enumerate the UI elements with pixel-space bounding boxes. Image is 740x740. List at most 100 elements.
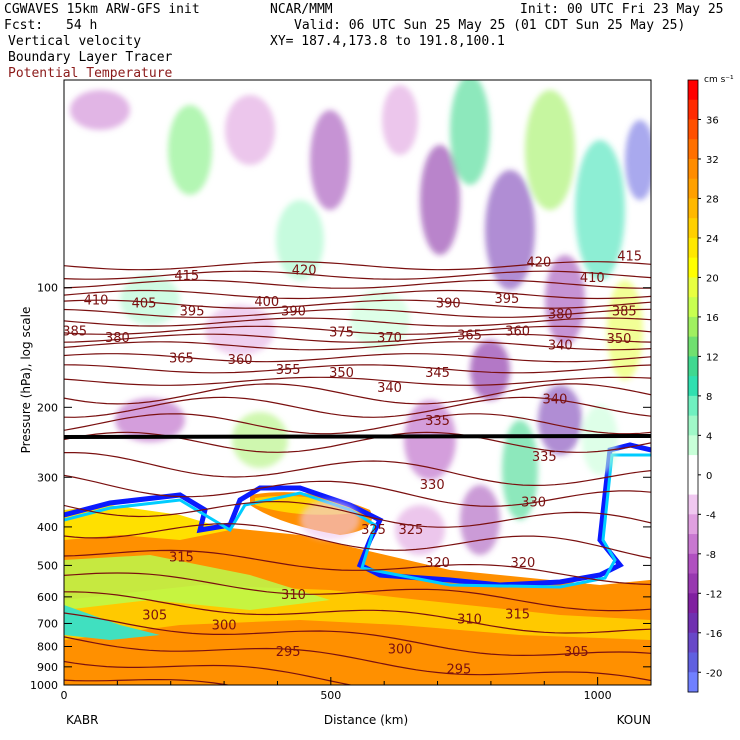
y-tick-label: 800 [37, 641, 58, 654]
theta-label: 365 [169, 352, 194, 367]
x-axis: 0 500 1000 [61, 677, 652, 702]
y-tick-label: 600 [37, 591, 58, 604]
colorbar-swatch [688, 474, 698, 496]
theta-contour [64, 612, 651, 657]
colorbar-label: -4 [706, 510, 716, 521]
theta-label: 395 [180, 304, 205, 319]
theta-label: 350 [607, 332, 632, 347]
theta-contour [64, 325, 651, 335]
colorbar-swatch [688, 534, 698, 555]
theta-isentropes [64, 261, 651, 685]
colorbar-swatch [688, 415, 698, 436]
colorbar-swatch [688, 376, 698, 397]
theta-label: 415 [617, 250, 642, 265]
theta-label: 330 [420, 478, 445, 493]
theta-contour [64, 270, 651, 280]
colorbar-label: 36 [706, 115, 719, 126]
colorbar-swatch [688, 435, 698, 456]
theta-label: 310 [457, 612, 482, 627]
y-axis: 100 200 300 400 500 600 700 800 900 1000 [30, 282, 651, 692]
colorbar-label: 0 [706, 471, 712, 482]
theta-label: 400 [254, 295, 279, 310]
endpoint-left: KABR [66, 713, 98, 727]
colorbar-swatch [688, 277, 698, 298]
theta-label: 410 [84, 293, 109, 308]
colorbar-swatch [688, 553, 698, 575]
colorbar-label: 20 [706, 273, 719, 284]
theta-label: 300 [388, 643, 413, 658]
theta-labels: 415 420 420 415 410 405 400 395 390 390 395 410 380 3… [62, 250, 642, 678]
header-org: NCAR/MMM [270, 2, 333, 17]
theta-contour [64, 396, 651, 418]
colorbar-swatch [688, 593, 698, 614]
header-field-theta: Potential Temperature [8, 66, 173, 81]
colorbar-label: 4 [706, 431, 712, 442]
colorbar-label: 8 [706, 392, 712, 403]
endpoint-right: KOUN [617, 713, 651, 727]
theta-label: 315 [505, 607, 530, 622]
theta-contour [64, 261, 651, 271]
theta-contour [64, 353, 651, 363]
y-axis-label: Pressure (hPa), log scale [19, 307, 33, 454]
theta-contour [64, 308, 651, 318]
theta-label: 350 [329, 366, 354, 381]
colorbar-label: -20 [706, 668, 722, 679]
theta-label: 335 [425, 414, 450, 429]
colorbar-swatch [688, 297, 698, 318]
theta-contour [64, 364, 651, 374]
colorbar-swatch [688, 178, 698, 199]
header-fcst-value: 54 h [66, 18, 98, 33]
colorbar-swatch [688, 218, 698, 239]
theta-label: 370 [377, 331, 402, 346]
theta-contour [64, 333, 651, 343]
theta-label: 315 [169, 551, 194, 566]
colorbar-label: 16 [706, 313, 719, 324]
theta-label: 380 [105, 331, 130, 346]
theta-contour [64, 591, 651, 634]
colorbar-swatch [688, 99, 698, 120]
header-field-tracer: Boundary Layer Tracer [8, 50, 173, 65]
colorbar-swatch [688, 395, 698, 417]
theta-label: 305 [564, 645, 589, 660]
vertical-velocity-waves [70, 80, 651, 555]
theta-label: 355 [276, 363, 301, 378]
theta-contour [64, 376, 651, 386]
theta-label: 295 [446, 663, 471, 678]
y-tick-label: 700 [37, 617, 58, 630]
colorbar-label: -12 [706, 589, 722, 600]
plot-fill: 415 420 420 415 410 405 400 395 390 390 395 410 380 3… [62, 80, 651, 685]
colorbar-swatch [688, 632, 698, 654]
theta-contour [64, 549, 651, 586]
colorbar-swatch [688, 158, 698, 180]
y-tick-label: 900 [37, 661, 58, 674]
theta-label: 340 [543, 392, 568, 407]
y-tick-label: 200 [37, 401, 58, 414]
theta-contour [64, 500, 651, 528]
theta-contour [64, 660, 354, 685]
theta-contour [64, 523, 651, 559]
colorbar-label: 24 [706, 234, 719, 245]
colorbar-swatch [688, 336, 698, 357]
colorbar-swatch [688, 139, 698, 160]
theta-label: 390 [281, 304, 306, 319]
theta-contour [64, 474, 651, 507]
theta-label: 330 [521, 495, 546, 510]
theta-contour [64, 289, 651, 300]
theta-label: 360 [505, 324, 530, 339]
colorbar-swatch [688, 257, 698, 278]
tropopause-line [64, 434, 651, 439]
header-valid: Valid: 06 UTC Sun 25 May 25 (01 CDT Sun … [294, 18, 686, 33]
colorbar-swatch [688, 494, 698, 515]
theta-label: 385 [62, 324, 87, 339]
theta-label: 420 [527, 256, 552, 271]
colorbar-swatch [688, 613, 698, 634]
theta-contour [64, 341, 651, 351]
colorbar-swatch [688, 514, 698, 535]
theta-label: 420 [292, 264, 317, 279]
y-tick-label: 300 [37, 471, 58, 484]
colorbar-label: 28 [706, 194, 719, 205]
y-tick-label: 100 [37, 282, 58, 295]
theta-label: 300 [212, 619, 237, 634]
theta-contour [64, 317, 651, 327]
